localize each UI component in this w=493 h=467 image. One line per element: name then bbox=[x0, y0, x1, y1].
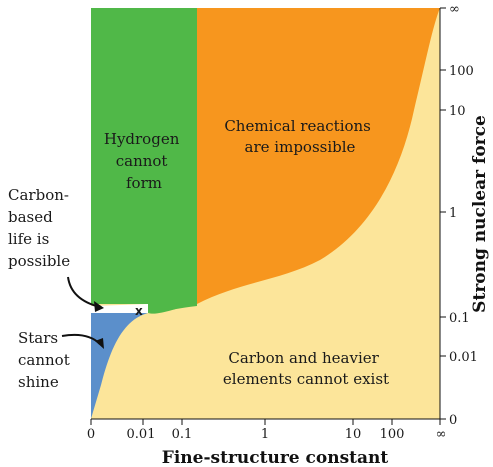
x-tick-marks bbox=[90, 419, 441, 425]
x-axis-title: Fine-structure constant bbox=[162, 448, 389, 467]
x-tick-label: 0.1 bbox=[172, 427, 193, 442]
x-tick-label: 10 bbox=[345, 427, 362, 442]
life-marker: x bbox=[135, 304, 143, 318]
y-tick-label: 0 bbox=[449, 413, 457, 428]
plot-area bbox=[91, 8, 440, 419]
y-tick-label: ∞ bbox=[449, 2, 460, 17]
carbon-life-strip bbox=[91, 304, 148, 313]
x-tick-labels: 0 0.01 0.1 1 10 100 ∞ bbox=[87, 427, 447, 442]
carbon-label: Carbon and heavier elements cannot exist bbox=[223, 349, 389, 388]
chemical-region bbox=[197, 8, 440, 304]
hydrogen-label: Hydrogen cannot form bbox=[104, 130, 184, 192]
chemical-label: Chemical reactions are impossible bbox=[224, 117, 375, 156]
y-tick-label: 100 bbox=[449, 64, 474, 79]
x-tick-label: 0.01 bbox=[127, 427, 156, 442]
stars-region bbox=[91, 313, 148, 419]
y-tick-label: 0.1 bbox=[449, 311, 470, 326]
y-tick-marks bbox=[440, 7, 446, 420]
y-axis-title: Strong nuclear force bbox=[470, 115, 490, 313]
green-cap bbox=[148, 304, 197, 313]
x-tick-label: 1 bbox=[261, 427, 269, 442]
y-tick-label: 0.01 bbox=[449, 350, 478, 365]
y-tick-label: 10 bbox=[449, 104, 466, 119]
x-tick-label: 100 bbox=[380, 427, 405, 442]
y-tick-labels: ∞ 100 10 1 0.1 0.01 0 bbox=[449, 2, 478, 428]
stars-annotation: Stars cannot shine bbox=[18, 329, 75, 391]
y-tick-label: 1 bbox=[449, 206, 457, 221]
x-tick-label: ∞ bbox=[436, 427, 447, 442]
hydrogen-region bbox=[91, 8, 197, 304]
stars-arrowhead bbox=[95, 338, 104, 349]
carbon-life-arrowhead bbox=[94, 301, 104, 312]
x-tick-label: 0 bbox=[87, 427, 95, 442]
carbon-life-annotation: Carbon- based life is possible bbox=[8, 186, 74, 270]
